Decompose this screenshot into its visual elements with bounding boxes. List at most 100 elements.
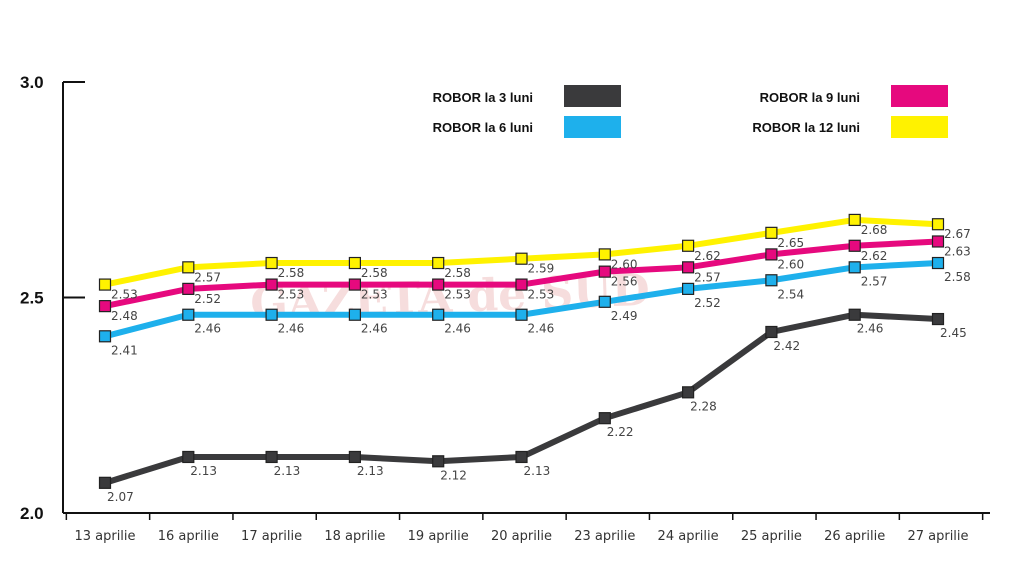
data-label: 2.67 <box>944 227 971 241</box>
data-label: 2.41 <box>111 343 138 357</box>
data-point <box>765 325 778 339</box>
data-label: 2.63 <box>944 244 971 258</box>
data-label: 2.46 <box>278 322 305 336</box>
data-point <box>681 282 695 295</box>
data-label: 2.46 <box>528 322 555 336</box>
x-tick-label: 13 aprilie <box>74 529 135 544</box>
data-label: 2.58 <box>278 266 305 280</box>
data-point <box>931 256 945 270</box>
data-point <box>432 455 445 468</box>
data-label: 2.52 <box>194 292 221 306</box>
data-label: 2.46 <box>444 322 471 336</box>
data-point <box>265 308 278 321</box>
x-tick-label: 17 aprilie <box>241 529 302 544</box>
data-label: 2.07 <box>107 490 134 504</box>
data-label: 2.58 <box>944 270 971 284</box>
data-label: 2.13 <box>274 464 301 478</box>
data-point <box>598 295 611 308</box>
data-point <box>432 278 445 291</box>
data-point <box>931 235 945 248</box>
data-label: 2.57 <box>694 270 721 284</box>
data-point <box>348 256 361 270</box>
legend-label: ROBOR la 9 luni <box>760 90 860 105</box>
legend-label: ROBOR la 3 luni <box>433 90 533 105</box>
data-point <box>598 265 611 278</box>
data-label: 2.53 <box>361 288 388 302</box>
data-point <box>598 248 611 261</box>
legend-swatch <box>891 85 948 107</box>
data-point <box>182 308 195 321</box>
legend-swatch <box>564 85 621 107</box>
data-label: 2.65 <box>777 236 804 250</box>
data-point <box>98 300 112 313</box>
x-tick-label: 19 aprilie <box>408 529 469 544</box>
data-point <box>348 308 361 321</box>
data-label: 2.46 <box>857 322 884 336</box>
data-point <box>432 256 445 270</box>
data-point <box>848 239 861 252</box>
data-label: 2.53 <box>278 288 305 302</box>
data-label: 2.57 <box>861 274 888 288</box>
data-label: 2.52 <box>694 296 721 310</box>
data-label: 2.62 <box>861 249 888 263</box>
data-point <box>98 278 112 291</box>
data-label: 2.49 <box>611 309 638 323</box>
legend-label: ROBOR la 12 luni <box>752 120 860 135</box>
data-point <box>515 308 528 321</box>
data-point <box>515 278 528 291</box>
series-markers <box>98 213 945 489</box>
data-point <box>931 218 945 231</box>
data-label: 2.60 <box>777 257 804 271</box>
data-label: 2.62 <box>694 249 721 263</box>
axes: 2.0 2.5 3.0 13 aprilie 16 aprilie 17 aprilie 1… <box>20 73 990 544</box>
data-label: 2.53 <box>528 288 555 302</box>
data-point <box>182 261 195 274</box>
data-point <box>681 261 695 274</box>
data-point <box>681 239 695 252</box>
data-label: 2.58 <box>444 266 471 280</box>
data-label: 2.13 <box>357 464 384 478</box>
data-label: 2.53 <box>444 288 471 302</box>
data-label: 2.42 <box>773 339 800 353</box>
data-point <box>348 450 361 464</box>
data-point <box>765 248 778 261</box>
data-label: 2.56 <box>611 275 638 289</box>
data-point <box>848 308 861 321</box>
data-label: 2.48 <box>111 309 138 323</box>
data-point <box>598 412 611 425</box>
data-point <box>98 476 112 489</box>
legend-swatch <box>891 116 948 138</box>
data-point <box>265 278 278 291</box>
data-label: 2.13 <box>190 464 217 478</box>
data-labels: 2.07 2.13 2.13 2.13 2.12 2.13 2.22 2.28 2.42 2.46… <box>107 223 971 504</box>
data-point <box>765 274 778 287</box>
x-tick-label: 20 aprilie <box>491 529 552 544</box>
data-label: 2.22 <box>607 425 634 439</box>
x-tick-label: 23 aprilie <box>574 529 635 544</box>
data-label: 2.45 <box>940 326 967 340</box>
data-point <box>515 450 528 464</box>
data-point <box>432 308 445 321</box>
data-point <box>98 330 112 343</box>
data-point <box>848 261 861 274</box>
y-tick-label: 2.5 <box>20 289 44 308</box>
data-label: 2.68 <box>861 223 888 237</box>
data-label: 2.53 <box>111 288 138 302</box>
data-point <box>182 450 195 464</box>
x-tick-label: 24 aprilie <box>658 529 719 544</box>
x-tick-label: 18 aprilie <box>324 529 385 544</box>
data-point <box>515 252 528 265</box>
data-label: 2.46 <box>361 322 388 336</box>
data-point <box>265 256 278 270</box>
data-label: 2.54 <box>777 287 804 301</box>
data-point <box>765 226 778 239</box>
x-tick-label: 25 aprilie <box>741 529 802 544</box>
data-label: 2.13 <box>524 464 551 478</box>
data-point <box>182 282 195 295</box>
x-tick-label: 26 aprilie <box>824 529 885 544</box>
legend-label: ROBOR la 6 luni <box>433 120 533 135</box>
data-label: 2.58 <box>361 266 388 280</box>
data-label: 2.46 <box>194 322 221 336</box>
data-point <box>848 213 861 227</box>
